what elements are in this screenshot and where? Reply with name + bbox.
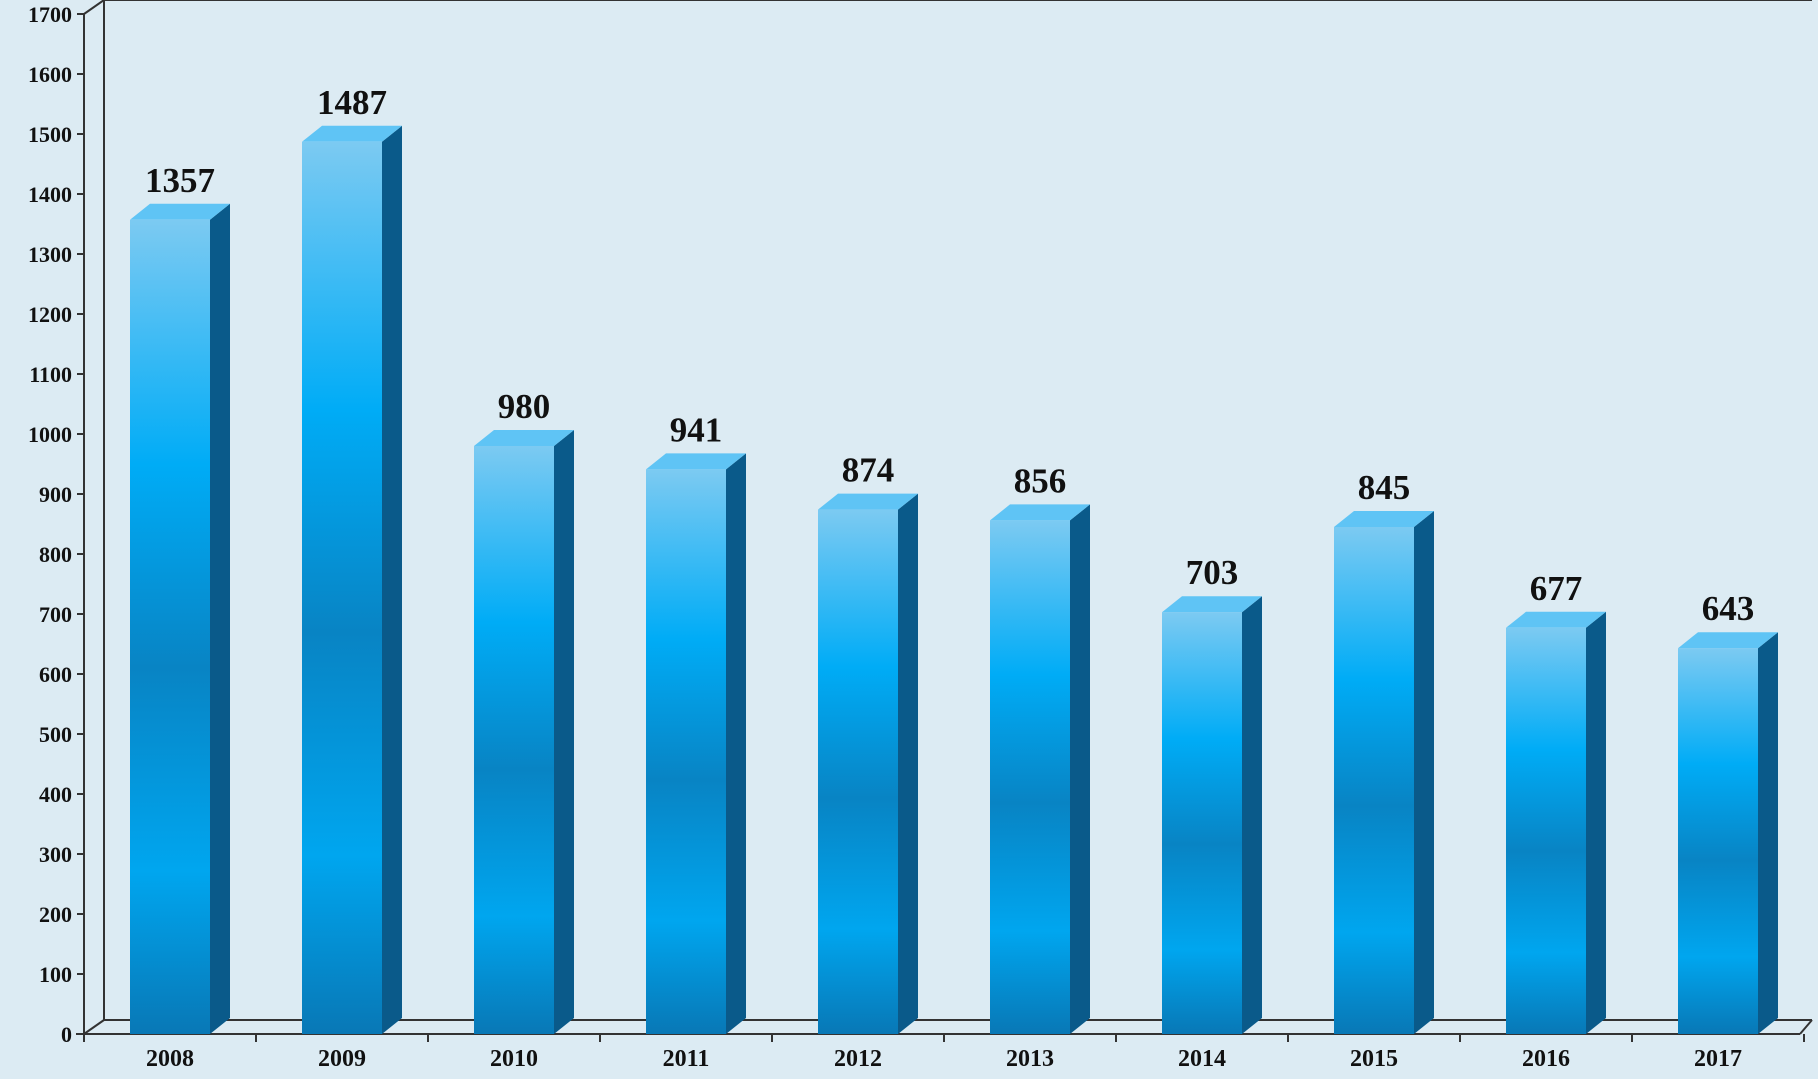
y-tick-label: 200 <box>39 902 72 927</box>
bar-2015 <box>1334 527 1414 1034</box>
frame-line <box>83 1019 105 1035</box>
bar-side-2011 <box>726 453 746 1034</box>
axes: 0 100 200 300 400 500 600 700 800 900 1000 1100 1200… <box>28 2 1805 1047</box>
bar-side-2013 <box>1070 504 1090 1034</box>
x-tick-label-2011: 2011 <box>663 1046 710 1072</box>
bar-top-2014 <box>1162 596 1262 613</box>
bar-top-2017 <box>1678 632 1778 649</box>
y-tick-label: 600 <box>39 662 72 687</box>
y-tick-label: 1000 <box>28 422 72 447</box>
y-tick-label: 1500 <box>28 122 72 147</box>
x-tick-label-2014: 2014 <box>1178 1046 1226 1072</box>
bar-2014 <box>1162 612 1242 1034</box>
data-label-2014: 703 <box>1186 553 1239 592</box>
data-label-2015: 845 <box>1358 468 1411 507</box>
x-tick-label-2009: 2009 <box>318 1046 366 1072</box>
bar-top-2012 <box>818 493 918 510</box>
bar-top-2015 <box>1334 511 1434 527</box>
y-tick-label: 1100 <box>29 362 72 387</box>
data-label-2017: 643 <box>1702 589 1755 628</box>
bars <box>130 125 1778 1035</box>
frame-line <box>83 0 105 15</box>
x-tick-label-2008: 2008 <box>146 1046 194 1072</box>
bar-top-2009 <box>302 125 402 142</box>
x-tick-label-2010: 2010 <box>490 1046 538 1072</box>
bar-top-2011 <box>646 453 746 470</box>
data-label-2011: 941 <box>670 410 723 449</box>
labels: 1357 2008 1487 2009 980 2010 941 2011 874 2012 856… <box>145 83 1754 1072</box>
bar-side-2009 <box>382 125 402 1035</box>
bar-side-2015 <box>1414 511 1434 1034</box>
y-tick-label: 1700 <box>28 2 72 27</box>
data-label-2016: 677 <box>1530 569 1583 608</box>
y-tick-label: 400 <box>39 782 72 807</box>
y-tick-label: 0 <box>61 1022 72 1047</box>
y-tick-label: 1600 <box>28 62 72 87</box>
bar-2013 <box>990 520 1070 1034</box>
y-tick-label: 900 <box>39 482 72 507</box>
bar-2011 <box>646 469 726 1034</box>
bar-side-2016 <box>1586 611 1606 1034</box>
data-label-2009: 1487 <box>317 83 387 122</box>
bar-side-2014 <box>1242 596 1262 1034</box>
y-tick-label: 300 <box>39 842 72 867</box>
x-tick-label-2016: 2016 <box>1522 1046 1570 1072</box>
y-tick-label: 100 <box>39 962 72 987</box>
data-label-2010: 980 <box>498 387 551 426</box>
bar-top-2008 <box>130 203 230 220</box>
y-tick-label: 500 <box>39 722 72 747</box>
data-label-2012: 874 <box>842 451 895 490</box>
frame-line <box>1799 1019 1813 1035</box>
bar-2008 <box>130 219 210 1035</box>
bar-top-2010 <box>474 430 574 446</box>
bar-top-2016 <box>1506 611 1606 628</box>
bar-2012 <box>818 509 898 1035</box>
bar-2017 <box>1678 648 1758 1034</box>
bar-side-2010 <box>554 430 574 1034</box>
y-tick-label: 1200 <box>28 302 72 327</box>
bar-2010 <box>474 446 554 1034</box>
y-tick-label: 1400 <box>28 182 72 207</box>
bar-side-2017 <box>1758 632 1778 1034</box>
bar-top-2013 <box>990 504 1090 521</box>
x-tick-label-2013: 2013 <box>1006 1046 1054 1072</box>
bar-2009 <box>302 141 382 1035</box>
x-tick-label-2015: 2015 <box>1350 1046 1398 1072</box>
data-label-2008: 1357 <box>145 161 215 200</box>
bar-side-2008 <box>210 203 230 1035</box>
x-tick-label-2017: 2017 <box>1694 1046 1742 1072</box>
x-tick-label-2012: 2012 <box>834 1046 882 1072</box>
y-tick-label: 800 <box>39 542 72 567</box>
bar-2016 <box>1506 627 1586 1034</box>
data-label-2013: 856 <box>1014 461 1067 500</box>
y-tick-label: 700 <box>39 602 72 627</box>
bar-side-2012 <box>898 493 918 1035</box>
y-tick-label: 1300 <box>28 242 72 267</box>
